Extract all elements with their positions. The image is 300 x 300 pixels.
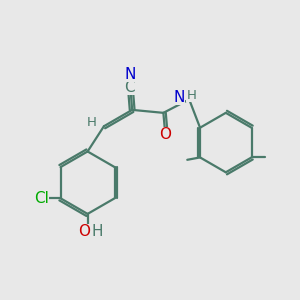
Text: C: C xyxy=(124,80,135,95)
Text: Cl: Cl xyxy=(34,191,49,206)
Text: H: H xyxy=(86,116,96,129)
Text: O: O xyxy=(78,224,90,239)
Text: N: N xyxy=(173,91,184,106)
Text: H: H xyxy=(186,88,196,101)
Text: H: H xyxy=(91,224,103,239)
Text: N: N xyxy=(124,67,136,82)
Text: O: O xyxy=(159,127,171,142)
